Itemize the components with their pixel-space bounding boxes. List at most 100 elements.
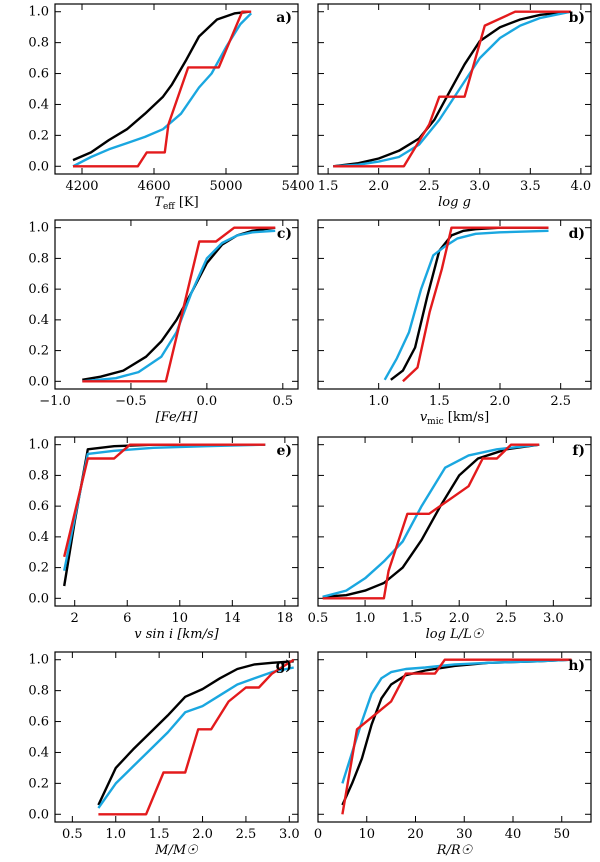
y-tick-label: 0.4: [28, 530, 49, 545]
series-line-red: [98, 658, 295, 816]
y-tick-label: 0.8: [28, 684, 49, 699]
x-tick-label: 1.5: [149, 827, 170, 842]
panel-label: g): [276, 658, 292, 674]
series-line-blue: [333, 10, 572, 168]
y-tick-label: 0.4: [28, 97, 49, 112]
series-line-blue: [63, 443, 266, 571]
x-tick-label: 0.0: [197, 394, 218, 409]
y-tick-label: 0.6: [28, 499, 49, 514]
x-axis-label: Teff [K]: [154, 195, 198, 212]
x-tick-label: 2.0: [192, 827, 213, 842]
axes-frame: [54, 651, 299, 823]
x-tick-label: 5000: [209, 179, 242, 194]
y-tick-label: 1.0: [28, 221, 49, 236]
x-axis-label: log L/L☉: [426, 627, 485, 642]
series-line-red: [322, 443, 540, 600]
x-tick-label: 1.5: [318, 179, 339, 194]
series-line-red: [341, 658, 572, 815]
x-tick-label: 6: [123, 611, 131, 626]
x-tick-label: 2.5: [496, 611, 517, 626]
x-tick-label: 2.0: [368, 179, 389, 194]
x-tick-label: 0.5: [272, 394, 293, 409]
y-tick-label: 0.8: [28, 468, 49, 483]
series-line-black: [341, 658, 572, 806]
y-tick-label: 0.2: [28, 561, 49, 576]
x-axis-label: vmic [km/s]: [420, 410, 489, 427]
panel-label: e): [276, 443, 292, 459]
y-tick-label: 0.2: [28, 128, 49, 143]
x-tick-label: 30: [456, 827, 473, 842]
panel-label: c): [277, 226, 292, 242]
panel-g: 0.5 1.0 1.5 2.0 2.5 3.0 0.0 0.2 0.4 0.6 0.8 1.0 M/M☉…: [28, 651, 300, 858]
y-tick-label: 0.0: [28, 374, 49, 389]
y-tick-label: 0.4: [28, 313, 49, 328]
x-tick-label: 3.0: [543, 611, 564, 626]
panel-f: 0.5 1.0 1.5 2.0 2.5 3.0 log L/L☉ f): [308, 436, 592, 642]
series-line-red: [402, 226, 549, 383]
x-tick-label: 3.5: [520, 179, 541, 194]
y-tick-label: 0.4: [28, 745, 49, 760]
x-tick-label: 1.0: [355, 611, 376, 626]
y-tick-label: 1.0: [28, 438, 49, 453]
axes-frame: [317, 651, 592, 823]
x-tick-label: 2.0: [490, 394, 511, 409]
x-axis-label: v sin i [km/s]: [134, 627, 219, 642]
x-tick-label: 1.0: [368, 394, 389, 409]
panel-c: −1.0 −0.5 0.0 0.5 0.0 0.2 0.4 0.6 0.8 1.0 [Fe/H] c): [28, 219, 299, 425]
x-tick-label: −0.5: [115, 394, 147, 409]
y-tick-label: 0.0: [28, 807, 49, 822]
y-tick-label: 0.6: [28, 282, 49, 297]
x-tick-label: 0.5: [62, 827, 83, 842]
x-tick-label: 3.0: [279, 827, 300, 842]
x-axis-label: M/M☉: [154, 843, 199, 858]
x-tick-label: 1.5: [402, 611, 423, 626]
x-axis-label: [Fe/H]: [156, 410, 199, 425]
x-tick-label: 1.5: [429, 394, 450, 409]
y-tick-label: 1.0: [28, 5, 49, 20]
series-line-black: [390, 226, 549, 381]
panel-label: f): [572, 443, 585, 459]
x-tick-label: 2.5: [550, 394, 571, 409]
x-tick-label: 50: [553, 827, 570, 842]
x-tick-label: 14: [224, 611, 241, 626]
series-line-black: [97, 660, 294, 806]
x-tick-label: 4.0: [571, 179, 592, 194]
x-tick-label: 2.5: [236, 827, 257, 842]
x-axis-label: R/R☉: [436, 843, 474, 858]
y-tick-label: 0.8: [28, 36, 49, 51]
series-line-red: [82, 226, 276, 383]
y-tick-label: 0.6: [28, 67, 49, 82]
axes-frame: [54, 219, 299, 390]
series-line-blue: [383, 229, 549, 381]
x-tick-label: 20: [407, 827, 424, 842]
series-line-black: [322, 443, 540, 598]
panel-d: 1.0 1.5 2.0 2.5 vmic [km/s] d): [317, 219, 592, 427]
panel-label: a): [276, 10, 292, 26]
x-tick-label: 5400: [281, 179, 314, 194]
y-tick-label: 0.0: [28, 159, 49, 174]
x-tick-label: 3.0: [469, 179, 490, 194]
series-line-blue: [341, 658, 572, 784]
axes-frame: [54, 436, 299, 607]
panel-label: b): [569, 10, 585, 26]
series-line-blue: [82, 229, 276, 383]
panel-h: 0 10 20 30 40 50 R/R☉ h): [314, 651, 592, 858]
x-tick-label: 1.0: [105, 827, 126, 842]
x-tick-label: 40: [505, 827, 522, 842]
y-tick-label: 0.6: [28, 715, 49, 730]
x-axis-label: log g: [438, 195, 471, 210]
x-tick-label: 2.0: [449, 611, 470, 626]
y-tick-label: 0.8: [28, 251, 49, 266]
x-tick-label: 4600: [137, 179, 170, 194]
x-tick-label: 18: [277, 611, 294, 626]
panel-label: d): [569, 226, 585, 242]
panel-label: h): [568, 658, 585, 674]
series-line-red: [63, 443, 266, 558]
axes-frame: [54, 3, 299, 175]
panel-a: 4200 4600 5000 5400 0.0 0.2 0.4 0.6 0.8 1.0 Teff […: [28, 3, 315, 212]
axes-frame: [317, 436, 592, 607]
y-tick-label: 0.2: [28, 344, 49, 359]
panel-e: 2 6 10 14 18 0.0 0.2 0.4 0.6 0.8 1.0 v sin i [km/s]…: [28, 436, 299, 642]
y-tick-label: 0.2: [28, 776, 49, 791]
